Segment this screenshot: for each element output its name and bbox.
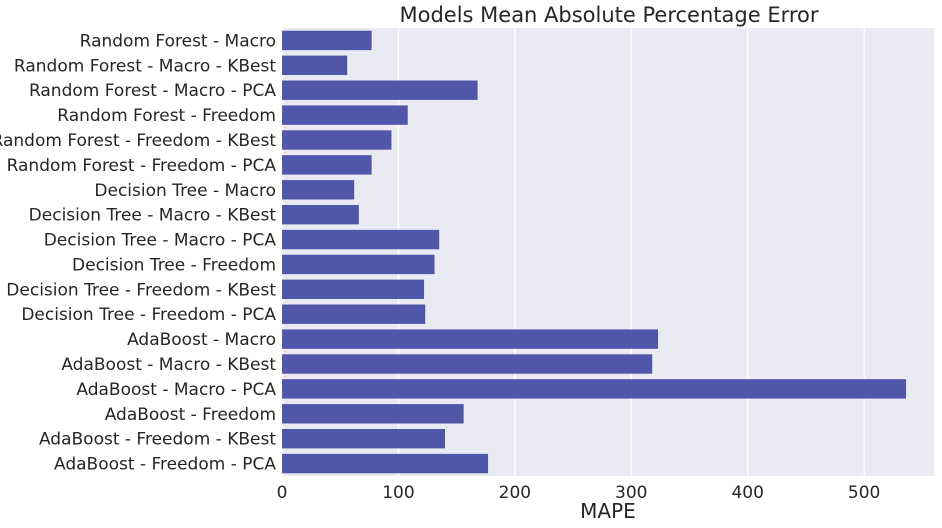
- category-label: AdaBoost - Macro - PCA: [76, 380, 276, 400]
- x-axis-label: MAPE: [580, 499, 636, 523]
- bar: [282, 379, 907, 399]
- bar: [282, 304, 426, 324]
- bar: [282, 404, 464, 424]
- bar: [282, 30, 372, 51]
- category-label: Random Forest - Macro: [80, 31, 276, 51]
- category-label: AdaBoost - Freedom - PCA: [54, 455, 276, 475]
- category-label: Random Forest - Macro - KBest: [14, 56, 276, 76]
- category-label: AdaBoost - Macro: [127, 330, 276, 350]
- x-tick-labels: 0 100 200 300 400 500: [277, 483, 881, 503]
- category-label: Random Forest - Freedom - PCA: [7, 156, 277, 176]
- bar: [282, 453, 489, 474]
- category-label: Decision Tree - Macro - PCA: [44, 231, 277, 251]
- category-label: AdaBoost - Macro - KBest: [61, 355, 276, 375]
- bar: [282, 204, 359, 225]
- gridlines: [281, 28, 865, 476]
- x-tick-label: 400: [731, 483, 763, 503]
- bar: [282, 155, 372, 175]
- chart-title: Models Mean Absolute Percentage Error: [399, 3, 818, 27]
- x-tick-label: 500: [848, 483, 880, 503]
- bar: [282, 105, 408, 125]
- bar: [282, 428, 445, 449]
- bar: [282, 130, 392, 150]
- category-label: Decision Tree - Macro: [94, 181, 276, 201]
- category-label: AdaBoost - Freedom: [105, 405, 276, 425]
- bar: [282, 254, 435, 275]
- bar: [282, 180, 355, 200]
- x-tick-label: 100: [382, 483, 414, 503]
- bar: [282, 354, 653, 374]
- x-tick-label: 200: [499, 483, 531, 503]
- bar: [282, 80, 478, 100]
- category-label: Random Forest - Macro - PCA: [29, 81, 276, 101]
- category-label: Random Forest - Freedom: [57, 106, 276, 126]
- category-label: Random Forest - Freedom - KBest: [0, 131, 276, 151]
- bar: [282, 279, 425, 300]
- plot-area: [282, 28, 934, 476]
- x-tick-label: 0: [277, 483, 288, 503]
- bar: [282, 329, 659, 349]
- category-labels: Random Forest - Macro Random Forest - Mac…: [0, 31, 276, 474]
- x-tick-label: 300: [615, 483, 647, 503]
- bar: [282, 229, 440, 250]
- category-label: AdaBoost - Freedom - KBest: [39, 430, 276, 450]
- category-label: Decision Tree - Freedom - KBest: [6, 280, 276, 300]
- bar: [282, 55, 348, 76]
- category-label: Decision Tree - Freedom: [72, 255, 276, 275]
- bars: [282, 30, 907, 474]
- category-label: Decision Tree - Freedom - PCA: [21, 305, 276, 325]
- category-label: Decision Tree - Macro - KBest: [29, 206, 277, 226]
